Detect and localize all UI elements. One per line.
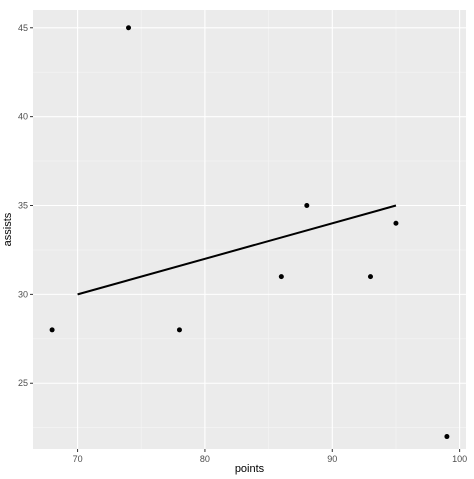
x-axis-tick-labels: 70 80 90 100 — [73, 454, 468, 464]
data-point — [393, 220, 399, 226]
x-axis-ticks — [77, 449, 461, 452]
grid-minor — [33, 10, 466, 449]
data-point — [367, 274, 373, 280]
y-tick-label: 40 — [18, 112, 28, 122]
y-axis-title: assists — [2, 212, 14, 246]
y-axis-tick-labels: 25 30 35 40 45 — [18, 23, 28, 388]
data-point — [49, 327, 55, 333]
y-tick-label: 45 — [18, 23, 28, 33]
data-point — [278, 274, 284, 280]
x-tick-label: 90 — [327, 454, 337, 464]
y-tick-label: 25 — [18, 378, 28, 388]
data-point — [444, 434, 450, 440]
data-point — [176, 327, 182, 333]
points-layer — [49, 25, 450, 440]
line-layer — [77, 204, 397, 296]
x-tick-label: 100 — [452, 454, 467, 464]
x-axis-title: points — [235, 463, 265, 475]
trend-line — [77, 204, 397, 296]
data-point — [126, 25, 132, 31]
x-tick-label: 70 — [73, 454, 83, 464]
x-tick-label: 80 — [200, 454, 210, 464]
y-axis-ticks — [30, 27, 33, 384]
plot-panel — [33, 10, 466, 449]
data-point — [304, 203, 310, 209]
y-tick-label: 35 — [18, 201, 28, 211]
grid-major — [33, 10, 466, 449]
y-tick-label: 30 — [18, 289, 28, 299]
